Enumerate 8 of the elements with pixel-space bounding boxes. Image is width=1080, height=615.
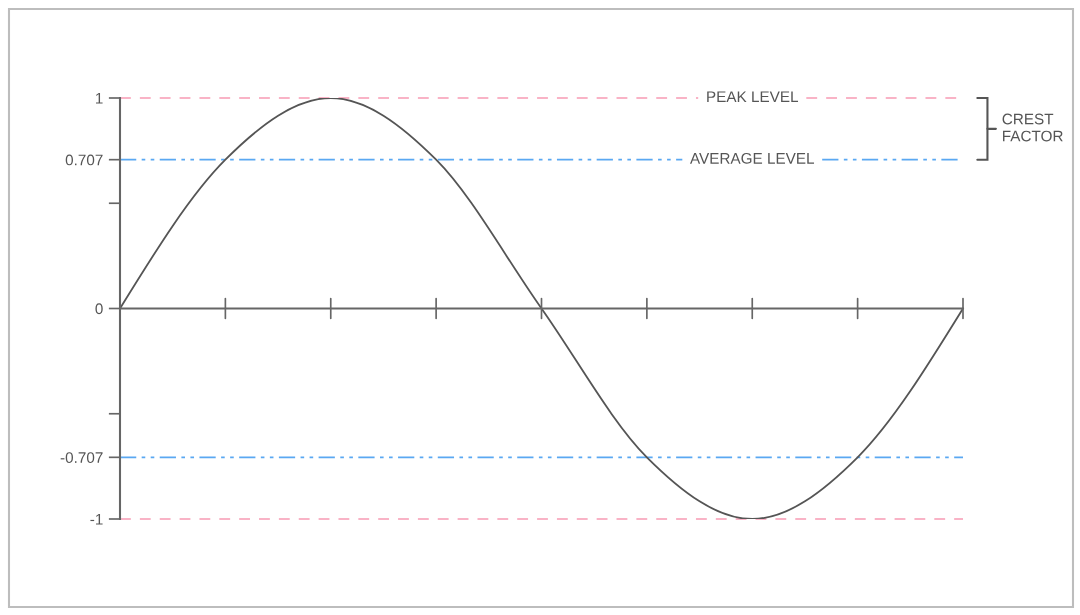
y-tick-label: 0 <box>95 303 103 315</box>
y-tick-label: -0.707 <box>60 452 103 464</box>
text: CREST FACTOR <box>1002 113 1063 142</box>
y-tick-label: -1 <box>90 514 103 525</box>
y-tick-label: 1 <box>96 93 103 104</box>
ref-line-label: AVERAGE LEVEL <box>690 152 815 164</box>
ref-line-label: PEAK LEVEL <box>707 91 799 102</box>
y-tick-label: 0.707 <box>65 154 103 166</box>
